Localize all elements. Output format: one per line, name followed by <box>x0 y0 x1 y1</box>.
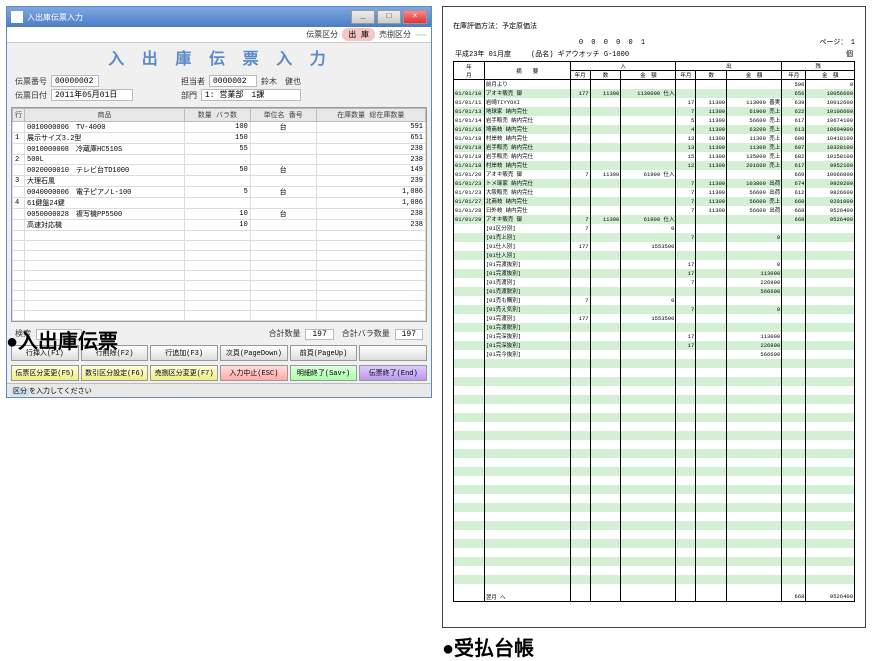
ledger-row: [01区分別]70 <box>454 224 855 233</box>
table-row[interactable]: 0010000006 TV-4000100台591 <box>13 122 426 133</box>
ledger-row: 01/01/20アオキ販売 御71130061900 仕入66010066000 <box>454 170 855 179</box>
staff-code[interactable]: 0000002 <box>209 75 257 87</box>
table-row[interactable]: 0020000010 テレビ台TD100050台149 <box>13 165 426 176</box>
pill-sub-type[interactable] <box>415 34 427 36</box>
ledger-row: [01売え気別]70 <box>454 305 855 314</box>
ledger-row: 前月より5960 <box>454 80 855 89</box>
fn-button[interactable] <box>359 345 427 361</box>
ledger-table: 年月摘 要入出残 年月数金 額年月数金 額年月金 額 前月より596001/01… <box>453 61 855 602</box>
ledger-row: [01仕入別]1771553500 <box>454 242 855 251</box>
ledger-row: [01完今抜別]566600 <box>454 350 855 359</box>
button-row-2: 伝票区分変更(F5)数引区分設定(F6)売捌区分変更(F7)入力中止(ESC)明… <box>7 363 431 383</box>
ledger-row: [01完深抜別]17113000 <box>454 332 855 341</box>
pill-slip-type[interactable]: 出 庫 <box>342 28 375 41</box>
ledger-row: 01/01/23トメ琢家 納内完仕711300103800 出荷67499202… <box>454 179 855 188</box>
table-row[interactable]: 2500L238 <box>13 155 426 165</box>
table-row[interactable]: 1展示サイズ3.2型150651 <box>13 133 426 144</box>
fn-button[interactable]: 数引区分設定(F6) <box>81 365 149 381</box>
ledger-row: 01/01/18村岸岐 納内完仕1211300201600 売上61799521… <box>454 161 855 170</box>
fn-button[interactable]: 伝票区分変更(F5) <box>11 365 79 381</box>
table-row[interactable]: 3大理石風239 <box>13 176 426 187</box>
ledger-row: 01/01/18村岸岐 納内完仕131130011300 売上600104181… <box>454 134 855 143</box>
ledger-row: 01/01/11岩崎TIYYOXI1711300113000 善実6391001… <box>454 98 855 107</box>
status-bar: 区分区分を入力してくださいを入力してください <box>7 383 431 397</box>
fn-button[interactable]: 次頁(PageDown) <box>220 345 288 361</box>
ledger-row: [01仕入別] <box>454 251 855 260</box>
app-icon <box>11 11 23 23</box>
table-row[interactable]: 高速対応機10238 <box>13 220 426 231</box>
table-row[interactable]: 0010000008 冷蔵庫HC510S55238 <box>13 144 426 155</box>
fn-button[interactable]: 入力中止(ESC) <box>220 365 288 381</box>
ledger-row: [01完渡抜別]17113000 <box>454 269 855 278</box>
caption-left: ●入出庫伝票 <box>6 325 118 355</box>
max-button[interactable]: □ <box>377 10 401 24</box>
ledger-row: 01/01/23大阪販売 納内完仕71130056600 出荷612982660… <box>454 188 855 197</box>
detail-grid[interactable]: 行商品数量 バラ数単位名 番号在庫数量 総在庫数量0010000006 TV-4… <box>11 107 427 322</box>
ledger-row: 01/01/27北商岐 納内完仕71130056600 売上6609201000 <box>454 197 855 206</box>
ledger-row: 01/01/29アオキ販売 御71130061900 仕入6689526400 <box>454 215 855 224</box>
table-row[interactable]: 0040000006 電子ピアノL-1005台1,086 <box>13 187 426 198</box>
ledger-row: [01売上別]70 <box>454 233 855 242</box>
titlebar[interactable]: 入出庫伝票入力 _ □ × <box>7 7 431 27</box>
fn-button[interactable]: 前頁(PageUp) <box>290 345 358 361</box>
ledger-row: [01売も購別]70 <box>454 296 855 305</box>
ledger-row: [01完深抜別]17226900 <box>454 341 855 350</box>
ledger-row: 01/01/16埼商岐 納内完仕41130063200 売上6131060490… <box>454 125 855 134</box>
ledger-code: 0 0 0 0 0 1 <box>553 39 673 47</box>
caption-right: ●受払台帳 <box>442 632 534 661</box>
fn-button[interactable]: 伝票終了(End) <box>359 365 427 381</box>
ledger-report: 在庫評価方法：予定原価法 0 0 0 0 0 1ページ： 1 平成23年 01月… <box>442 6 866 628</box>
table-row[interactable]: 461鍵盤24鍵1,086 <box>13 198 426 209</box>
ledger-row: 01/01/13地球家 納内完仕71130061900 売上6221010660… <box>454 107 855 116</box>
ledger-row: 01/01/14岩手販売 納内完仕51130056600 売上617106741… <box>454 116 855 125</box>
dept[interactable]: 1: 営業部 1課 <box>201 89 301 101</box>
ledger-row: [01完渡抜別]170 <box>454 260 855 269</box>
ledger-row: [01売渡別]7226900 <box>454 278 855 287</box>
ledger-row: 01/01/10アオキ販売 御177113001130000 仕入6561005… <box>454 89 855 98</box>
ledger-row: 01/01/18岩手販売 納内完仕1511300135000 売上6821015… <box>454 152 855 161</box>
ledger-row: [01完渡脱別] <box>454 323 855 332</box>
close-button[interactable]: × <box>403 10 427 24</box>
window-title: 入出庫伝票入力 <box>27 12 83 23</box>
slip-no[interactable]: 00000002 <box>51 75 99 87</box>
form-header: 伝票番号00000002 伝票日付2011年05月01日 担当者0000002鈴… <box>7 71 431 105</box>
min-button[interactable]: _ <box>351 10 375 24</box>
fn-button[interactable]: 売捌区分変更(F7) <box>150 365 218 381</box>
big-title: 入 出 庫 伝 票 入 力 <box>7 43 431 71</box>
ledger-row: 01/01/18岩手販売 納内完仕131130011300 売上69710328… <box>454 143 855 152</box>
fn-button[interactable]: 行追加(F3) <box>150 345 218 361</box>
slip-date[interactable]: 2011年05月01日 <box>51 89 133 101</box>
ledger-page: ページ： 1 <box>819 37 855 47</box>
topstrip: 伝票区分 出 庫 売捌区分 <box>7 27 431 43</box>
table-row[interactable]: 0050000028 複写機PP550010台238 <box>13 209 426 220</box>
ledger-row: [01完渡別]1771553500 <box>454 314 855 323</box>
ledger-row: 01/01/28日外岐 納内完仕71130056600 出荷6689526400 <box>454 206 855 215</box>
ledger-row: [01売渡脱別]566600 <box>454 287 855 296</box>
fn-button[interactable]: 明細終了(Sav+) <box>290 365 358 381</box>
ledger-method: 在庫評価方法：予定原価法 <box>453 21 855 31</box>
